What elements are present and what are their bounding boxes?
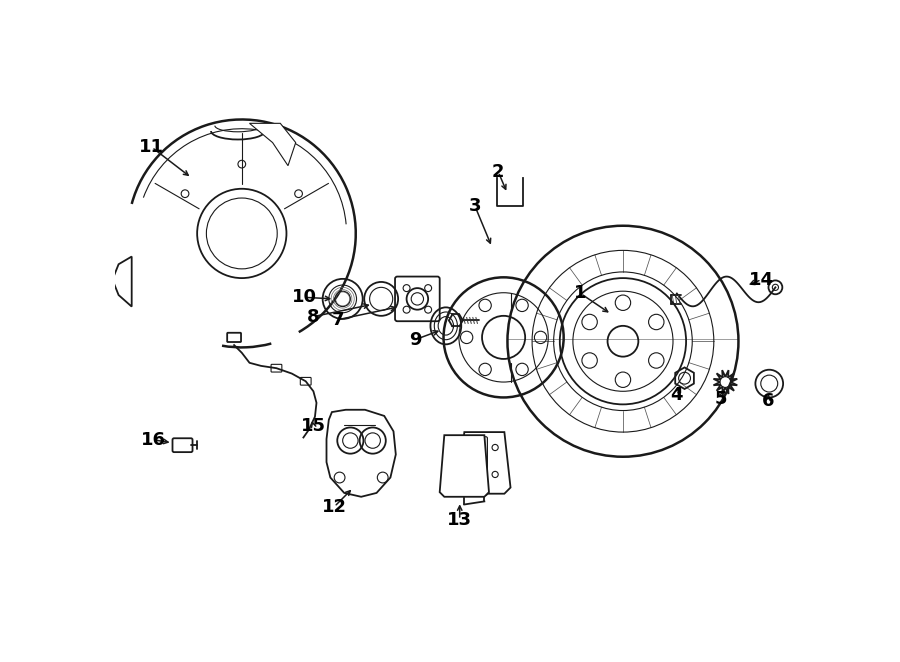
Text: 8: 8 (307, 308, 320, 326)
Text: 16: 16 (140, 431, 166, 449)
Text: 13: 13 (447, 511, 473, 529)
FancyBboxPatch shape (227, 333, 241, 342)
Text: 1: 1 (574, 285, 587, 303)
FancyBboxPatch shape (271, 364, 282, 372)
Polygon shape (440, 435, 489, 496)
FancyBboxPatch shape (173, 438, 193, 452)
FancyBboxPatch shape (446, 437, 488, 495)
Polygon shape (249, 123, 296, 166)
Text: 12: 12 (321, 498, 347, 516)
Text: 3: 3 (469, 197, 482, 216)
FancyBboxPatch shape (301, 377, 311, 385)
Text: 14: 14 (749, 271, 774, 289)
Text: 9: 9 (409, 331, 421, 349)
Text: 11: 11 (140, 138, 164, 156)
Text: 5: 5 (715, 390, 727, 408)
Text: 6: 6 (761, 393, 774, 410)
Text: 10: 10 (292, 289, 317, 307)
Text: 15: 15 (301, 417, 326, 435)
Text: 2: 2 (492, 163, 505, 181)
Text: 4: 4 (670, 386, 683, 404)
Text: 7: 7 (332, 310, 345, 328)
